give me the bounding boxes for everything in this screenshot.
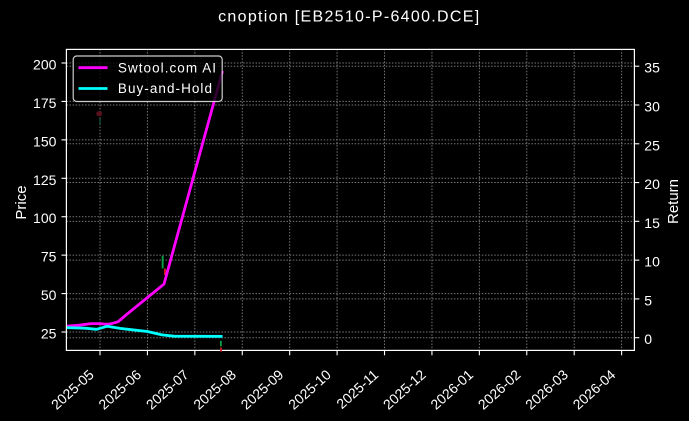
svg-text:cnoption [EB2510-P-6400.DCE]: cnoption [EB2510-P-6400.DCE]: [218, 8, 480, 25]
svg-text:35: 35: [644, 60, 660, 76]
svg-text:Return: Return: [665, 179, 682, 224]
svg-text:Buy-and-Hold: Buy-and-Hold: [118, 81, 213, 96]
svg-text:10: 10: [644, 254, 660, 270]
svg-text:75: 75: [41, 249, 57, 265]
svg-text:50: 50: [41, 287, 57, 303]
svg-text:200: 200: [33, 57, 57, 73]
svg-text:175: 175: [33, 95, 57, 111]
svg-text:25: 25: [41, 326, 57, 342]
svg-text:Swtool.com AI: Swtool.com AI: [118, 60, 217, 75]
svg-text:125: 125: [33, 172, 57, 188]
svg-text:5: 5: [644, 292, 652, 308]
svg-text:30: 30: [644, 98, 660, 114]
svg-text:25: 25: [644, 137, 660, 153]
svg-text:100: 100: [33, 210, 57, 226]
svg-text:0: 0: [644, 331, 652, 347]
svg-text:20: 20: [644, 176, 660, 192]
svg-text:15: 15: [644, 215, 660, 231]
svg-text:Price: Price: [13, 185, 30, 219]
svg-text:150: 150: [33, 133, 57, 149]
